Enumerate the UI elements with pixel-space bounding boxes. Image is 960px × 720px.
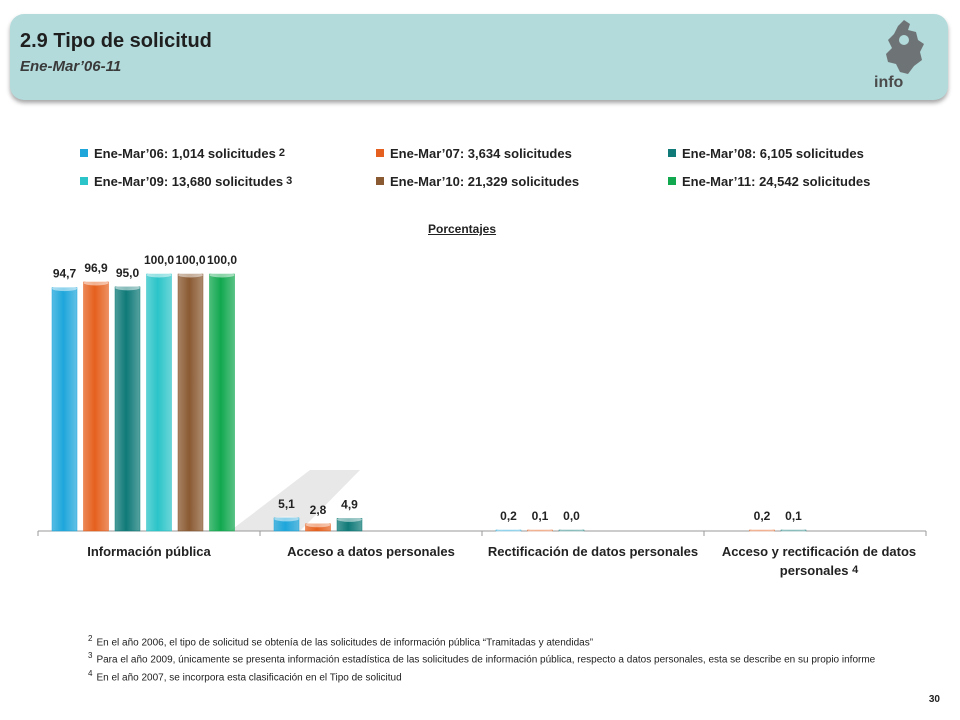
footnote-marker: 4: [88, 668, 93, 678]
info-logo: info: [874, 18, 934, 98]
bar: [51, 287, 78, 532]
legend-item: Ene-Mar’06: 1,014 solicitudes 2: [80, 146, 285, 161]
bar-top-highlight: [527, 528, 553, 534]
legend-swatch: [80, 149, 88, 157]
footnote-marker: 2: [88, 634, 93, 643]
footnote-text: Para el año 2009, únicamente se presenta…: [96, 654, 876, 666]
bar-top-highlight: [749, 528, 775, 534]
bar-top-highlight: [83, 280, 109, 286]
data-label: 0,1: [532, 509, 549, 523]
footnote: 3 Para el año 2009, únicamente se present…: [88, 649, 888, 666]
page-number: 30: [928, 694, 940, 705]
page-subtitle: Ene-Mar’06-11: [20, 58, 122, 75]
data-label: 0,2: [500, 509, 517, 523]
data-label: 96,9: [84, 261, 108, 275]
data-label: 5,1: [278, 497, 295, 511]
bar-top-highlight: [115, 285, 140, 291]
data-label: 0,1: [785, 509, 802, 523]
footnote-text: En el año 2007, se incorpora esta clasif…: [96, 671, 402, 683]
legend-swatch: [376, 149, 384, 157]
bar-top-highlight: [305, 522, 331, 528]
legend-swatch: [668, 177, 676, 185]
bar-top-highlight: [496, 528, 521, 534]
map-silhouette-icon: [886, 20, 924, 74]
x-tick-label: Acceso a datos personales: [287, 544, 455, 559]
data-label: 0,2: [754, 509, 771, 523]
x-tick-label: Acceso y rectificación de datos: [722, 544, 916, 559]
bar-top-highlight: [559, 528, 584, 534]
data-label: 100,0: [175, 253, 205, 267]
data-label: 100,0: [207, 253, 237, 267]
legend-item: Ene-Mar’08: 6,105 solicitudes: [668, 146, 864, 161]
legend-footnote-marker: 3: [286, 175, 293, 187]
data-label: 4,9: [341, 497, 358, 511]
bar: [209, 273, 235, 532]
legend-item: Ene-Mar’09: 13,680 solicitudes 3: [80, 174, 292, 189]
bar: [83, 281, 109, 532]
x-tick-label: personales 4: [780, 563, 859, 578]
data-label: 2,8: [310, 503, 327, 517]
legend-item: Ene-Mar’11: 24,542 solicitudes: [668, 174, 870, 189]
data-label: 100,0: [144, 253, 174, 267]
legend-label: Ene-Mar’10: 21,329 solicitudes: [390, 174, 580, 189]
footnote-marker: 3: [88, 651, 93, 661]
bar-top-highlight: [146, 272, 172, 278]
legend-label: Ene-Mar’11: 24,542 solicitudes: [682, 174, 871, 189]
bar-top-highlight: [274, 516, 299, 522]
footnote: 4 En el año 2007, se incorpora esta clasi…: [88, 667, 888, 684]
bar-top-highlight: [337, 516, 362, 522]
page-title: 2.9 Tipo de solicitud: [20, 30, 212, 52]
bar-top-highlight: [209, 272, 235, 278]
footnotes: 2 En el año 2006, el tipo de solicitud se…: [88, 632, 888, 684]
legend-item: Ene-Mar’07: 3,634 solicitudes: [376, 146, 572, 161]
bar: [177, 273, 204, 532]
legend-label: Ene-Mar’07: 3,634 solicitudes: [390, 146, 572, 161]
legend-swatch: [376, 177, 384, 185]
x-tick-label: Información pública: [87, 544, 211, 559]
legend-label: Ene-Mar’06: 1,014 solicitudes: [94, 146, 276, 161]
legend-label: Ene-Mar’09: 13,680 solicitudes: [94, 174, 284, 189]
legend-swatch: [668, 149, 676, 157]
data-label: 94,7: [53, 267, 77, 281]
footnote: 2 En el año 2006, el tipo de solicitud se…: [88, 632, 888, 649]
x-tick-label: Rectificación de datos personales: [488, 544, 698, 559]
header-banner: 2.9 Tipo de solicitud Ene-Mar’06-11 info: [10, 14, 948, 100]
legend-footnote-marker: 2: [278, 147, 285, 159]
footnote-text: En el año 2006, el tipo de solicitud se …: [96, 637, 594, 649]
bar-top-highlight: [178, 272, 203, 278]
data-label: 95,0: [116, 266, 140, 280]
legend-swatch: [80, 177, 88, 185]
logo-text: info: [874, 74, 904, 91]
bar-shadow: [230, 470, 360, 531]
legend-label: Ene-Mar’08: 6,105 solicitudes: [682, 146, 864, 161]
bar: [114, 286, 141, 532]
data-label: 0,0: [563, 509, 580, 523]
bar-top-highlight: [52, 286, 77, 292]
legend-item: Ene-Mar’10: 21,329 solicitudes: [376, 174, 579, 189]
bar-top-highlight: [781, 528, 806, 534]
bar: [146, 273, 172, 532]
chart-heading: Porcentajes: [428, 222, 497, 236]
